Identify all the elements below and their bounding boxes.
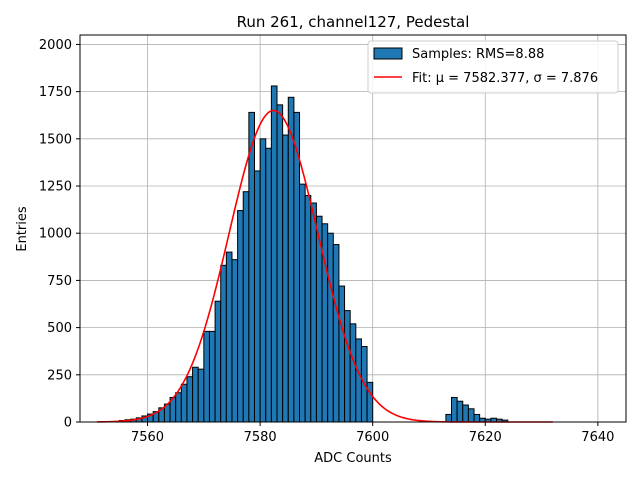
- histogram-bar: [225, 251, 233, 423]
- legend-swatch-samples: [373, 47, 403, 60]
- y-tick-label: 1750: [39, 85, 72, 100]
- histogram-bar: [237, 210, 244, 423]
- histogram-bar: [214, 300, 222, 423]
- histogram-bar: [259, 138, 267, 423]
- x-tick-label: 7600: [356, 430, 389, 445]
- histogram-bar: [192, 366, 199, 423]
- histogram-bar: [451, 396, 458, 423]
- histogram-bar: [344, 310, 351, 423]
- histogram-bar: [208, 330, 216, 423]
- x-tick-label: 7560: [131, 430, 164, 445]
- y-tick-label: 1500: [39, 132, 72, 147]
- histogram-bar: [349, 323, 357, 423]
- y-axis-ticks: 0 250 500 750 1000 1250 1500 1750 2000: [39, 38, 80, 431]
- histogram-bar: [186, 376, 194, 423]
- histogram-bar: [265, 147, 272, 423]
- legend-label-fit: Fit: μ = 7582.377, σ = 7.876: [412, 71, 598, 86]
- histogram-bar: [332, 244, 340, 423]
- histogram-bar: [445, 413, 453, 423]
- y-tick-label: 1250: [39, 180, 72, 195]
- histogram-bar: [175, 392, 182, 423]
- histogram-bar: [203, 330, 210, 423]
- histogram-bar: [248, 111, 255, 423]
- x-tick-label: 7640: [581, 430, 614, 445]
- histogram-bar: [220, 264, 227, 423]
- histogram-bar: [276, 104, 284, 423]
- legend-label-samples: Samples: RMS=8.88: [412, 47, 544, 62]
- histogram-bar: [473, 413, 481, 423]
- x-axis-ticks: 7560 7580 7600 7620 7640: [131, 422, 614, 445]
- histogram-bar: [197, 368, 205, 423]
- histogram-bar: [231, 259, 239, 423]
- chart-title: Run 261, channel127, Pedestal: [237, 13, 470, 31]
- y-tick-label: 750: [47, 274, 72, 289]
- histogram-bar: [462, 404, 469, 423]
- histogram-bar: [180, 383, 188, 423]
- histogram-bar: [242, 191, 250, 423]
- histogram-bar: [253, 170, 261, 423]
- histogram-bar: [282, 134, 289, 423]
- histogram-bar: [338, 285, 346, 423]
- y-tick-label: 250: [47, 368, 72, 383]
- histogram-bar: [287, 96, 295, 423]
- grid: [80, 35, 626, 423]
- y-tick-label: 2000: [39, 38, 72, 53]
- histogram-bar: [355, 338, 362, 423]
- y-tick-label: 1000: [39, 227, 72, 242]
- y-axis-label: Entries: [15, 206, 30, 252]
- histogram-bar: [304, 194, 312, 423]
- histogram-bar: [270, 85, 278, 423]
- x-tick-label: 7620: [469, 430, 502, 445]
- histogram-bar: [299, 183, 306, 423]
- legend-box: [367, 40, 619, 94]
- plot-frame: [79, 34, 627, 423]
- legend: Samples: RMS=8.88 Fit: μ = 7582.377, σ =…: [367, 40, 619, 94]
- histogram-bar: [467, 408, 475, 423]
- x-axis-label: ADC Counts: [314, 451, 392, 466]
- histogram-bar: [310, 202, 317, 423]
- x-tick-label: 7580: [244, 430, 277, 445]
- histogram-bar: [456, 400, 464, 423]
- y-tick-label: 500: [47, 321, 72, 336]
- histogram-bar: [327, 232, 334, 423]
- y-tick-label: 0: [64, 416, 72, 431]
